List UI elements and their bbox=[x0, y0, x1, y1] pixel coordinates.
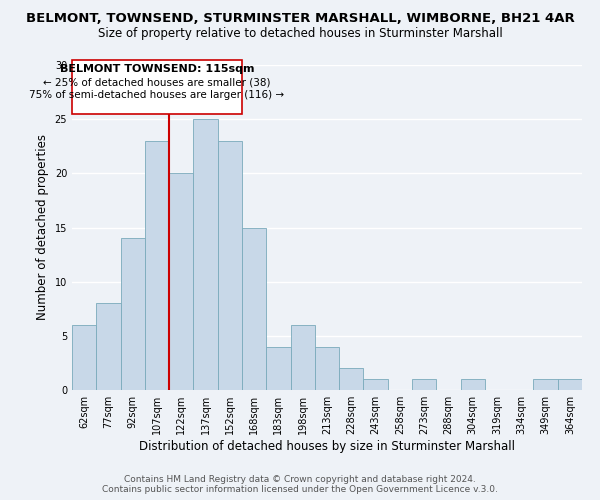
Text: 75% of semi-detached houses are larger (116) →: 75% of semi-detached houses are larger (… bbox=[29, 90, 284, 101]
Text: ← 25% of detached houses are smaller (38): ← 25% of detached houses are smaller (38… bbox=[43, 78, 271, 88]
Bar bbox=[558, 379, 582, 390]
Bar bbox=[290, 325, 315, 390]
Text: Contains public sector information licensed under the Open Government Licence v.: Contains public sector information licen… bbox=[102, 485, 498, 494]
Bar bbox=[218, 141, 242, 390]
Bar bbox=[461, 379, 485, 390]
Bar bbox=[96, 304, 121, 390]
Y-axis label: Number of detached properties: Number of detached properties bbox=[36, 134, 49, 320]
Bar bbox=[315, 346, 339, 390]
Bar bbox=[364, 379, 388, 390]
Text: BELMONT, TOWNSEND, STURMINSTER MARSHALL, WIMBORNE, BH21 4AR: BELMONT, TOWNSEND, STURMINSTER MARSHALL,… bbox=[26, 12, 574, 26]
Bar bbox=[121, 238, 145, 390]
Text: Contains HM Land Registry data © Crown copyright and database right 2024.: Contains HM Land Registry data © Crown c… bbox=[124, 475, 476, 484]
Text: BELMONT TOWNSEND: 115sqm: BELMONT TOWNSEND: 115sqm bbox=[60, 64, 254, 74]
Bar bbox=[193, 119, 218, 390]
Bar bbox=[339, 368, 364, 390]
Bar bbox=[145, 141, 169, 390]
Bar bbox=[242, 228, 266, 390]
Bar bbox=[266, 346, 290, 390]
X-axis label: Distribution of detached houses by size in Sturminster Marshall: Distribution of detached houses by size … bbox=[139, 440, 515, 453]
Text: Size of property relative to detached houses in Sturminster Marshall: Size of property relative to detached ho… bbox=[98, 28, 502, 40]
Bar bbox=[72, 60, 242, 114]
Bar bbox=[72, 325, 96, 390]
Bar bbox=[412, 379, 436, 390]
Bar bbox=[533, 379, 558, 390]
Bar bbox=[169, 174, 193, 390]
